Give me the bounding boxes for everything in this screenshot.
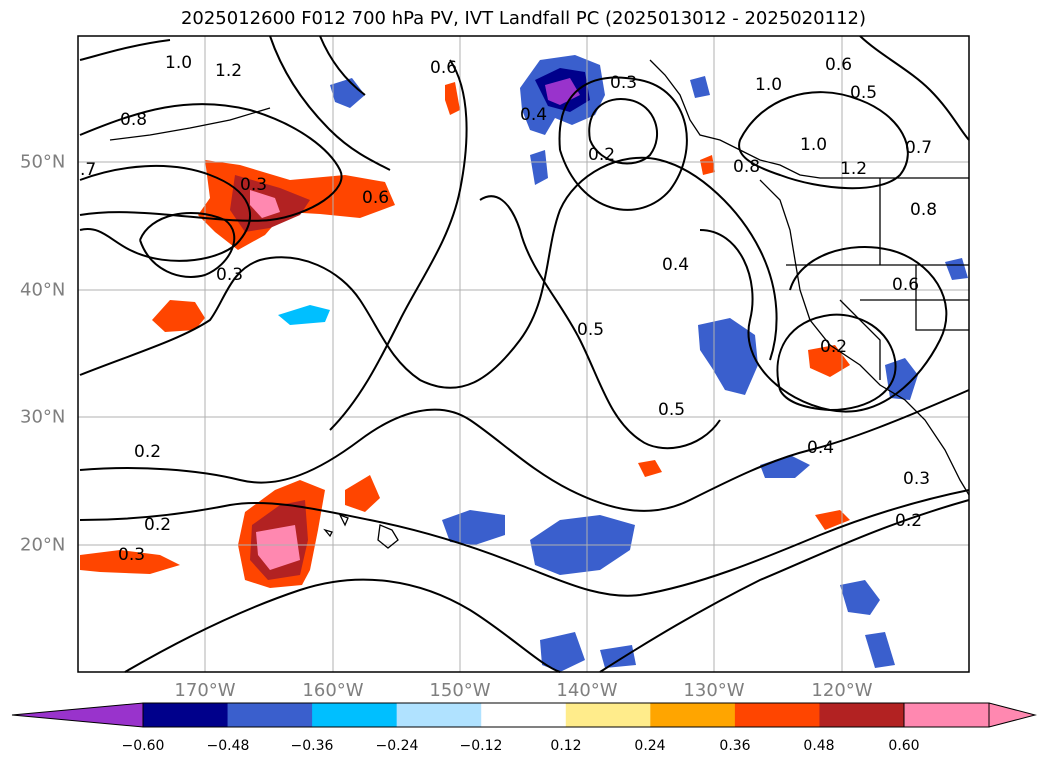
colorbar-segment — [650, 703, 736, 727]
colorbar-tick: −0.60 — [121, 738, 165, 754]
colorbar-extend-max — [903, 702, 1037, 728]
contour-label: 0.8 — [733, 157, 760, 177]
contour-label: 0.2 — [820, 337, 847, 357]
contour-label: 1.2 — [215, 61, 242, 81]
contour-label: 1.0 — [755, 75, 782, 95]
contour-labels: 1.0 1.2 0.6 0.8 .7 0.3 0.6 0.3 0.4 0.5 0… — [80, 53, 937, 565]
contour-label: 1.0 — [800, 135, 827, 155]
pv-contours — [79, 35, 970, 673]
contour-label: 0.8 — [910, 200, 937, 220]
contour-label: 0.6 — [825, 55, 852, 75]
latitude-label: 30°N — [20, 406, 66, 428]
colorbar-tick: −0.12 — [459, 738, 503, 754]
contour-label: 0.3 — [240, 175, 267, 195]
colorbar-tick: −0.48 — [206, 738, 250, 754]
contour-label: 0.3 — [118, 545, 145, 565]
longitude-label: 160°W — [302, 680, 364, 701]
contour-label: 0.7 — [905, 138, 932, 158]
colorbar-segment — [143, 703, 229, 727]
map-frame — [77, 35, 970, 673]
contour-label: 0.5 — [577, 320, 604, 340]
colorbar-tick: 0.36 — [719, 738, 751, 754]
colorbar-tick: 0.48 — [803, 738, 835, 754]
colorbar-segment — [565, 703, 651, 727]
contour-label: 0.3 — [216, 265, 243, 285]
longitude-label: 140°W — [556, 680, 618, 701]
graticule — [78, 36, 969, 672]
contour-label: 0.3 — [610, 73, 637, 93]
ivt-pc-shading — [80, 55, 968, 672]
contour-label: 0.2 — [588, 145, 615, 165]
contour-label: 0.6 — [892, 275, 919, 295]
contour-label: 0.6 — [430, 58, 457, 78]
contour-label: 0.2 — [144, 515, 171, 535]
colorbar-segment — [481, 703, 567, 727]
contour-label: 0.2 — [895, 511, 922, 531]
colorbar-tick: 0.12 — [550, 738, 582, 754]
colorbar-extend-min — [11, 702, 144, 728]
contour-label: 0.5 — [658, 400, 685, 420]
colorbar-segment — [227, 703, 313, 727]
longitude-label: 170°W — [174, 680, 236, 701]
colorbar-tick: −0.36 — [290, 738, 334, 754]
contour-label: 0.4 — [807, 438, 834, 458]
longitude-label: 130°W — [683, 680, 745, 701]
map-panel: 1.0 1.2 0.6 0.8 .7 0.3 0.6 0.3 0.4 0.5 0… — [77, 35, 970, 673]
colorbar-tick: 0.24 — [634, 738, 666, 754]
positive-anomaly-region — [152, 300, 205, 332]
colorbar — [11, 702, 1037, 728]
latitude-label: 20°N — [20, 534, 66, 556]
colorbar-segments — [11, 702, 1037, 728]
latitude-label: 50°N — [20, 151, 66, 173]
colorbar-frame — [142, 702, 990, 728]
colorbar-segment — [734, 703, 820, 727]
map-title: 2025012600 F012 700 hPa PV, IVT Landfall… — [180, 8, 867, 29]
contour-label: 0.2 — [134, 442, 161, 462]
contour-label: 0.4 — [662, 255, 689, 275]
coastlines — [109, 59, 970, 549]
contour-label: .7 — [80, 160, 96, 180]
latitude-label: 40°N — [20, 279, 66, 301]
colorbar-tick: 0.60 — [888, 738, 920, 754]
contour-label: 0.4 — [520, 105, 547, 125]
colorbar-segment — [396, 703, 482, 727]
contour-label: 1.2 — [840, 159, 867, 179]
colorbar-tick: −0.24 — [375, 738, 419, 754]
contour-label: 0.3 — [903, 469, 930, 489]
contour-label: 1.0 — [165, 53, 192, 73]
longitude-label: 120°W — [811, 680, 873, 701]
contour-label: 0.6 — [362, 188, 389, 208]
colorbar-segment — [312, 703, 398, 727]
contour-label: 0.8 — [120, 110, 147, 130]
longitude-label: 150°W — [429, 680, 491, 701]
contour-label: 0.5 — [850, 83, 877, 103]
